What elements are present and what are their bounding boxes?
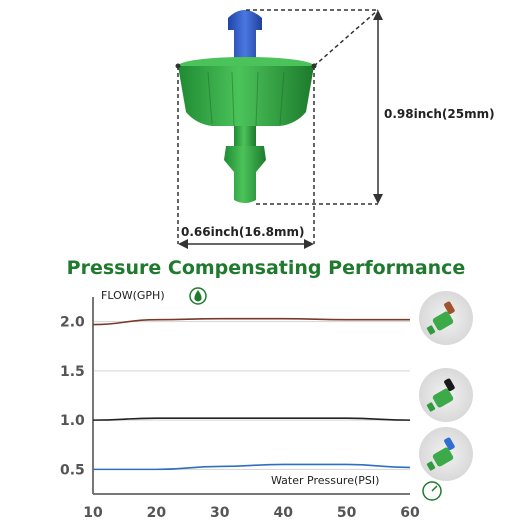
series-line-1 <box>92 317 410 326</box>
emitter-body <box>178 66 314 126</box>
x-tick-label: 30 <box>210 505 230 521</box>
emitter-ribs <box>207 71 285 127</box>
water-drop-icon <box>189 287 207 305</box>
y-tick-label: 0.5 <box>60 462 85 478</box>
height-dimension: 0.98inch(25mm) <box>246 9 495 205</box>
height-label: 0.98inch(25mm) <box>384 107 495 121</box>
x-tick-label: 50 <box>337 505 357 521</box>
blue-barb-icon <box>228 10 262 58</box>
green-barb-icon <box>224 146 266 203</box>
series-line-3 <box>93 463 411 471</box>
pressure-gauge-icon <box>422 481 442 501</box>
blue-emitter-icon <box>419 427 473 481</box>
brown-emitter-icon <box>419 291 473 345</box>
x-tick-label: 20 <box>147 505 167 521</box>
series-line-2 <box>92 417 411 421</box>
y-tick-label: 1.0 <box>60 413 85 429</box>
x-tick-label: 10 <box>83 505 103 521</box>
width-label: 0.66inch(16.8mm) <box>181 225 305 239</box>
x-tick-labels: 10 20 30 40 50 60 <box>83 505 420 521</box>
y-tick-label: 1.5 <box>60 364 85 380</box>
chart-grid <box>93 321 410 470</box>
series-markers <box>419 291 473 481</box>
width-dimension: 0.66inch(16.8mm) <box>175 63 317 249</box>
black-emitter-icon <box>419 368 473 422</box>
y-tick-label: 2.0 <box>60 315 85 331</box>
x-tick-label: 60 <box>400 505 420 521</box>
chart-title: Pressure Compensating Performance <box>67 257 466 279</box>
emitter-stem <box>234 126 256 146</box>
y-axis-title: FLOW(GPH) <box>101 289 165 302</box>
series-lines <box>92 317 411 471</box>
flow-pressure-chart: 0.5 1.0 1.5 2.0 10 20 30 40 50 60 FLOW(GPH) Wate… <box>60 287 473 521</box>
y-tick-labels: 0.5 1.0 1.5 2.0 <box>60 315 85 479</box>
x-tick-label: 40 <box>273 505 293 521</box>
x-axis-title: Water Pressure(PSI) <box>271 474 379 487</box>
emitter-product-image <box>178 10 314 203</box>
